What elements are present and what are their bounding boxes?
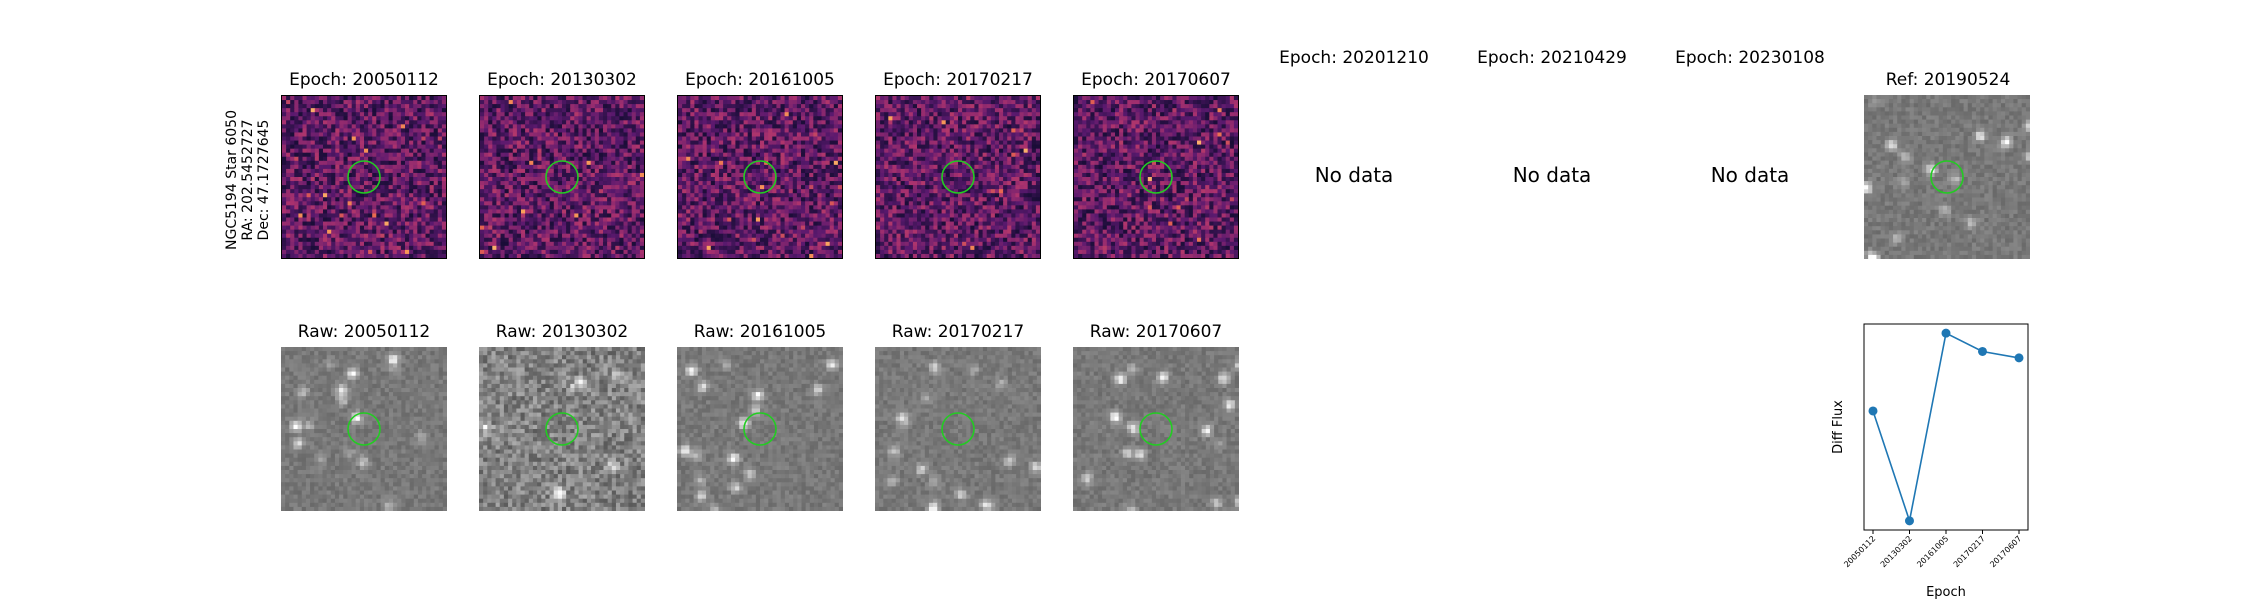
target-circle xyxy=(743,160,777,194)
ref-image-canvas xyxy=(1864,95,2030,259)
diff-title-3: Epoch: 20161005 xyxy=(685,70,835,90)
light-curve-point xyxy=(1941,328,1951,338)
raw-image-3 xyxy=(677,347,843,511)
diff-image-4-canvas xyxy=(876,96,1040,258)
raw-title-2: Raw: 20130302 xyxy=(495,322,629,342)
pixel-layer xyxy=(875,347,1041,511)
pixel-layer xyxy=(282,96,446,258)
x-tick-label: 20170217 xyxy=(1952,534,1987,569)
diff-image-2 xyxy=(479,95,645,259)
diff-image-2-canvas xyxy=(480,96,644,258)
diff-image-4 xyxy=(875,95,1041,259)
diff-title-2: Epoch: 20130302 xyxy=(487,70,637,90)
light-curve-point xyxy=(1905,516,1914,526)
light-curve-point xyxy=(1868,406,1878,416)
pixel-layer xyxy=(678,96,842,258)
raw-image-5 xyxy=(1073,347,1239,511)
target-circle xyxy=(743,412,777,446)
target-circle xyxy=(347,160,381,194)
row-label-object: NGC5194 Star 6050 xyxy=(224,110,240,250)
target-circle xyxy=(545,412,579,446)
pixel-layer xyxy=(480,96,644,258)
light-curve-point xyxy=(1978,346,1987,356)
diff-title-7: Epoch: 20210429 xyxy=(1477,48,1627,68)
pixel-layer xyxy=(479,347,645,511)
light-curve-xticks: 20050112 20130302 20161005 20170217 20170607 xyxy=(1842,530,2023,569)
raw-image-4 xyxy=(875,347,1041,511)
row-label-dec: Dec: 47.1727645 xyxy=(256,119,272,241)
target-circle xyxy=(941,412,975,446)
diff-title-6: Epoch: 20201210 xyxy=(1279,48,1429,68)
diff-title-4: Epoch: 20170217 xyxy=(883,70,1033,90)
diff-image-1 xyxy=(281,95,447,259)
raw-image-2 xyxy=(479,347,645,511)
x-tick-label: 20050112 xyxy=(1842,534,1877,569)
target-circle xyxy=(1139,160,1173,194)
diff-image-3-canvas xyxy=(678,96,842,258)
diff-image-1-canvas xyxy=(282,96,446,258)
light-curve-xlabel: Epoch xyxy=(1926,585,1966,600)
light-curve-ylabel: Diff Flux xyxy=(1831,400,1846,454)
target-circle xyxy=(545,160,579,194)
light-curve-series xyxy=(1868,328,2024,526)
ref-image xyxy=(1864,95,2030,259)
diff-title-1: Epoch: 20050112 xyxy=(289,70,439,90)
raw-image-3-canvas xyxy=(677,347,843,511)
target-circle xyxy=(1139,412,1173,446)
x-tick-label: 20170607 xyxy=(1988,534,2023,569)
pixel-layer xyxy=(1073,347,1239,511)
raw-title-4: Raw: 20170217 xyxy=(891,322,1025,342)
raw-image-4-canvas xyxy=(875,347,1041,511)
pixel-layer xyxy=(281,347,447,511)
raw-title-1: Raw: 20050112 xyxy=(297,322,431,342)
raw-image-1-canvas xyxy=(281,347,447,511)
diff-image-3 xyxy=(677,95,843,259)
diff-title-8: Epoch: 20230108 xyxy=(1675,48,1825,68)
ref-title: Ref: 20190524 xyxy=(1885,70,2011,90)
diff-title-5: Epoch: 20170607 xyxy=(1081,70,1231,90)
diff-image-5-canvas xyxy=(1074,96,1238,258)
raw-image-2-canvas xyxy=(479,347,645,511)
no-data-8: No data xyxy=(1710,163,1790,187)
raw-image-5-canvas xyxy=(1073,347,1239,511)
pixel-layer xyxy=(876,96,1040,258)
pixel-layer xyxy=(1074,96,1238,258)
raw-image-1 xyxy=(281,347,447,511)
raw-title-3: Raw: 20161005 xyxy=(693,322,827,342)
raw-title-5: Raw: 20170607 xyxy=(1089,322,1223,342)
target-circle xyxy=(347,412,381,446)
light-curve-line xyxy=(1872,332,2020,524)
light-curve-chart: 20050112 20130302 20161005 20170217 20170607… xyxy=(1831,323,2029,600)
no-data-7: No data xyxy=(1512,163,1592,187)
x-tick-label: 20130302 xyxy=(1879,534,1914,569)
target-circle xyxy=(941,160,975,194)
x-tick-label: 20161005 xyxy=(1915,534,1950,569)
row-label-ra: RA: 202.5452727 xyxy=(240,119,256,241)
row-label: NGC5194 Star 6050 RA: 202.5452727 Dec: 4… xyxy=(220,105,276,255)
light-curve-point xyxy=(2014,353,2024,363)
pixel-layer xyxy=(677,347,843,511)
target-circle xyxy=(1930,160,1964,194)
no-data-6: No data xyxy=(1314,163,1394,187)
diff-image-5 xyxy=(1073,95,1239,259)
pixel-layer xyxy=(1864,95,2030,259)
